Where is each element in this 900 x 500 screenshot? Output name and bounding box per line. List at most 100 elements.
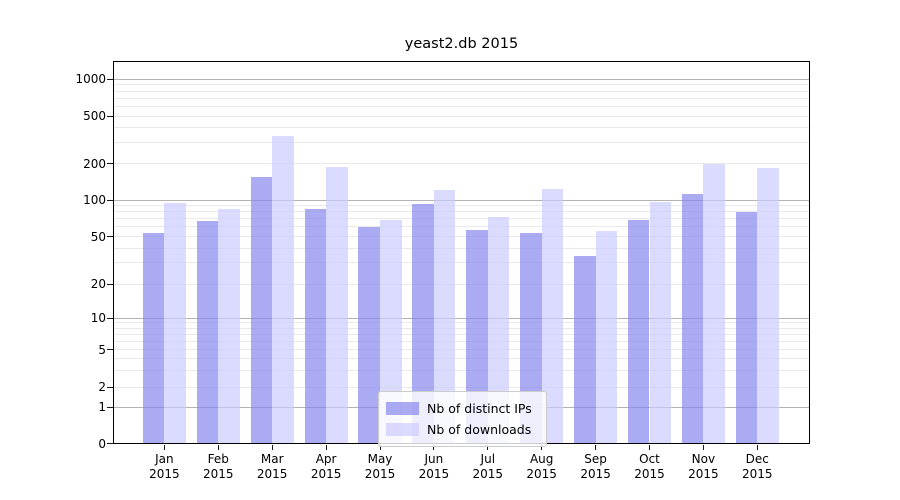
bar-distinct-ips [142, 233, 165, 444]
y-tick-mark [107, 78, 114, 80]
legend-item-distinct-ips: Nb of distinct IPs [386, 398, 538, 419]
legend-item-downloads: Nb of downloads [386, 419, 538, 440]
x-tick-label: May 2015 [364, 452, 396, 481]
x-tick-label: Jul 2015 [472, 452, 504, 481]
bar-distinct-ips [412, 203, 434, 444]
minor-gridline [114, 340, 810, 342]
bar-distinct-ips [681, 194, 704, 444]
legend: Nb of distinct IPs Nb of downloads [378, 391, 547, 447]
legend-label-distinct-ips: Nb of distinct IPs [427, 401, 532, 416]
bar-distinct-ips [735, 211, 758, 444]
bar-distinct-ips [574, 256, 596, 444]
minor-gridline [114, 106, 810, 108]
chart-title: yeast2.db 2015 [404, 36, 519, 52]
y-tick-label: 2 [98, 380, 106, 394]
bar-distinct-ips [196, 221, 219, 444]
x-tick-label: Mar 2015 [256, 452, 288, 481]
x-tick-mark [649, 444, 650, 450]
bar-distinct-ips [304, 209, 327, 444]
minor-gridline [114, 127, 810, 129]
x-tick-mark [487, 444, 489, 450]
minor-gridline [114, 211, 810, 213]
y-tick-mark [107, 115, 114, 117]
minor-gridline [114, 247, 810, 249]
y-tick-mark [107, 236, 114, 237]
y-tick-label: 200 [83, 156, 106, 171]
bar-downloads [326, 166, 348, 444]
y-tick-label: 1000 [75, 72, 106, 86]
x-tick-mark [379, 444, 381, 450]
y-tick-label: 5 [98, 342, 106, 357]
y-tick-mark [107, 406, 114, 408]
minor-gridline [114, 349, 810, 350]
minor-gridline [114, 283, 810, 285]
minor-gridline [114, 322, 810, 324]
bar-downloads [433, 189, 456, 444]
minor-gridline [114, 84, 810, 86]
minor-gridline [114, 386, 810, 388]
y-tick-mark [107, 386, 114, 388]
minor-gridline [114, 369, 810, 371]
x-tick-label: Feb 2015 [203, 452, 234, 481]
x-tick-mark [217, 444, 219, 450]
y-tick-label: 50 [90, 229, 106, 244]
x-tick-mark [433, 444, 435, 450]
minor-gridline [114, 262, 810, 264]
y-tick-label: 20 [90, 277, 106, 291]
legend-swatch-downloads [386, 423, 419, 436]
x-tick-label: Aug 2015 [526, 452, 557, 481]
bar-downloads [541, 189, 564, 444]
bar-downloads [272, 135, 294, 444]
y-tick-label: 1 [98, 400, 106, 414]
minor-gridline [114, 358, 810, 360]
y-tick-mark [107, 443, 114, 444]
x-tick-label: Dec 2015 [742, 452, 773, 481]
x-tick-mark [595, 444, 597, 450]
x-tick-mark [325, 444, 327, 450]
bar-downloads [649, 202, 672, 444]
major-gridline [114, 78, 810, 80]
bar-downloads [218, 209, 240, 444]
y-tick-label: 100 [83, 193, 106, 207]
minor-gridline [114, 205, 810, 207]
major-gridline [114, 317, 810, 319]
x-tick-mark [702, 444, 704, 450]
minor-gridline [114, 327, 810, 329]
y-tick-mark [107, 199, 114, 201]
minor-gridline [114, 97, 810, 99]
bar-downloads [703, 163, 725, 444]
bar-downloads [164, 202, 186, 444]
y-tick-label: 10 [90, 311, 106, 325]
minor-gridline [114, 226, 810, 228]
minor-gridline [114, 142, 810, 144]
bar-downloads [595, 230, 618, 444]
minor-gridline [114, 218, 810, 220]
x-tick-label: Jan 2015 [149, 452, 180, 481]
x-tick-label: Oct 2015 [634, 452, 665, 481]
y-tick-mark [107, 317, 114, 319]
y-tick-mark [107, 349, 114, 350]
x-tick-label: Sep 2015 [580, 452, 611, 481]
bar-distinct-ips [466, 229, 488, 444]
major-gridline [114, 199, 810, 201]
minor-gridline [114, 163, 810, 165]
bar-distinct-ips [358, 226, 380, 444]
legend-swatch-distinct-ips [386, 402, 419, 415]
legend-label-downloads: Nb of downloads [427, 422, 532, 437]
y-tick-label: 0 [98, 436, 106, 451]
x-tick-mark [163, 444, 165, 450]
x-tick-mark [756, 444, 758, 450]
bar-distinct-ips [250, 176, 273, 444]
y-tick-label: 500 [83, 109, 106, 124]
minor-gridline [114, 236, 810, 237]
minor-gridline [114, 90, 810, 92]
bar-downloads [487, 216, 510, 444]
bar-distinct-ips [520, 233, 542, 444]
x-tick-label: Apr 2015 [310, 452, 342, 481]
x-tick-label: Jun 2015 [418, 452, 450, 481]
bar-downloads [380, 220, 402, 444]
x-tick-mark [271, 444, 273, 450]
x-tick-label: Nov 2015 [688, 452, 719, 481]
minor-gridline [114, 333, 810, 335]
